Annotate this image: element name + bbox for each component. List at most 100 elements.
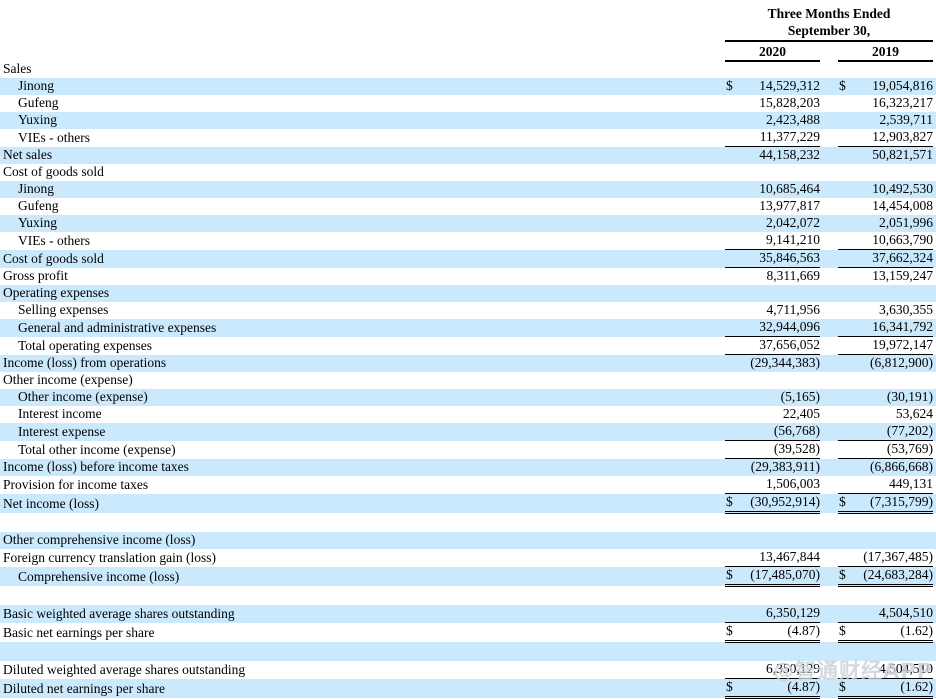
- dollar-sign-2020: [725, 95, 741, 112]
- value-2020: (29,344,383): [741, 354, 820, 372]
- row-edge: [933, 493, 936, 513]
- value-2020: 6,350,129: [741, 661, 820, 679]
- row-label: Gufeng: [18, 198, 59, 213]
- dollar-sign-2020: [725, 549, 741, 567]
- value-2020: [741, 641, 820, 661]
- dollar-sign-2020: [725, 476, 741, 494]
- spacer-row: [0, 641, 936, 661]
- row-label: VIEs - others: [18, 129, 90, 145]
- column-gap: [820, 623, 838, 642]
- column-gap: [820, 215, 838, 232]
- column-gap: [820, 389, 838, 406]
- value-2020: [741, 285, 820, 302]
- value-2020: 9,141,210: [741, 232, 820, 250]
- dollar-sign-2019: [838, 661, 854, 679]
- dollar-sign-2019: [838, 354, 854, 372]
- dollar-sign-2019: [838, 268, 854, 286]
- year-header-row: 2020 2019: [0, 41, 936, 62]
- table-row: Basic weighted average shares outstandin…: [0, 605, 936, 623]
- row-edge: [933, 605, 936, 623]
- value-2019: [854, 372, 933, 389]
- row-edge: [933, 285, 936, 302]
- row-label: Selling expenses: [18, 302, 109, 317]
- table-row: Gufeng 13,977,817 14,454,008: [0, 198, 936, 215]
- dollar-sign-2019: [838, 549, 854, 567]
- row-label: [0, 641, 725, 661]
- value-2019: 19,972,147: [854, 336, 934, 355]
- table-row: Net income (loss) $ (30,952,914) $ (7,315,79…: [0, 493, 936, 514]
- column-gap: [820, 354, 838, 372]
- value-2020: 15,828,203: [759, 95, 820, 110]
- column-gap: [820, 605, 838, 623]
- row-label: Cost of goods sold: [3, 164, 104, 179]
- column-gap: [820, 249, 838, 268]
- row-edge: [933, 423, 936, 441]
- row-label: Interest income: [18, 406, 102, 421]
- value-2019: 3,630,355: [879, 302, 934, 317]
- row-edge: [933, 389, 936, 406]
- dollar-sign-2019: [838, 423, 854, 441]
- row-label: Provision for income taxes: [3, 476, 149, 492]
- value-2019: (1.62): [854, 678, 934, 699]
- table-row: Net sales 44,158,232 50,821,571: [0, 146, 936, 164]
- dollar-sign-2020: [725, 215, 741, 232]
- row-edge: [933, 146, 936, 164]
- column-gap: [820, 532, 838, 549]
- dollar-sign-2020: $: [725, 78, 741, 95]
- row-label: Jinong: [0, 78, 725, 95]
- value-2020: (5,165): [741, 389, 820, 406]
- row-edge: [933, 181, 936, 198]
- value-2020: [741, 372, 820, 389]
- dollar-sign-2020: [725, 532, 741, 549]
- row-label: Basic net earnings per share: [3, 624, 155, 640]
- table-row: Basic net earnings per share $ (4.87) $ (1.6…: [0, 622, 936, 643]
- value-2020: 8,311,669: [766, 268, 821, 283]
- value-2020: [741, 61, 820, 78]
- value-2020: 13,977,817: [759, 198, 820, 213]
- value-2020: 37,656,052: [741, 336, 820, 355]
- dollar-sign-2020: [725, 661, 741, 679]
- dollar-sign-2020: [725, 586, 741, 606]
- value-2019: 2,539,711: [854, 112, 934, 129]
- period-title-row: Three Months Ended: [0, 0, 936, 23]
- value-2020: 2,042,072: [741, 215, 820, 232]
- dollar-sign-2019: [838, 586, 854, 606]
- row-label: [0, 513, 725, 533]
- column-gap: [820, 678, 838, 698]
- dollar-sign-2020: [725, 372, 741, 389]
- row-label: Gufeng: [18, 95, 59, 110]
- value-2019: (17,367,485): [854, 549, 934, 567]
- dollar-sign-2020: [725, 513, 741, 533]
- dollar-sign-2020: [725, 302, 741, 319]
- row-label: Diluted net earnings per share: [0, 678, 725, 698]
- value-2019: 10,492,530: [854, 181, 934, 198]
- column-gap: [820, 61, 838, 78]
- table-row: Yuxing 2,042,072 2,051,996: [0, 215, 936, 232]
- value-2019: 16,341,792: [854, 319, 934, 337]
- dollar-sign-2020: [725, 354, 741, 372]
- dollar-sign-2020: [725, 129, 741, 147]
- value-2019: 50,821,571: [854, 146, 934, 164]
- dollar-sign-2019: [838, 302, 854, 319]
- value-2019: 10,663,790: [854, 232, 934, 250]
- dollar-sign-2019: [838, 532, 854, 549]
- dollar-sign-2020: [725, 198, 741, 215]
- dollar-sign-2019: [838, 129, 854, 147]
- dollar-sign-2019: [838, 249, 854, 268]
- table-row: Interest expense (56,768) (77,202): [0, 423, 936, 441]
- column-gap: [820, 112, 838, 129]
- value-2019: [854, 532, 934, 549]
- table-header: Three Months Ended September 30, 2020 20…: [0, 0, 936, 62]
- row-edge: [933, 215, 936, 232]
- column-gap: [820, 513, 838, 533]
- column-gap: [820, 268, 838, 286]
- value-2019: [854, 586, 933, 606]
- dollar-sign-2019: [838, 198, 854, 215]
- table-row: Total other income (expense) (39,528) (53,…: [0, 440, 936, 459]
- column-gap: [820, 493, 838, 513]
- column-gap: [820, 78, 838, 95]
- dollar-sign-2019: [838, 605, 854, 623]
- value-2019: (1.62): [854, 622, 934, 643]
- column-header-2019: 2019: [838, 41, 934, 62]
